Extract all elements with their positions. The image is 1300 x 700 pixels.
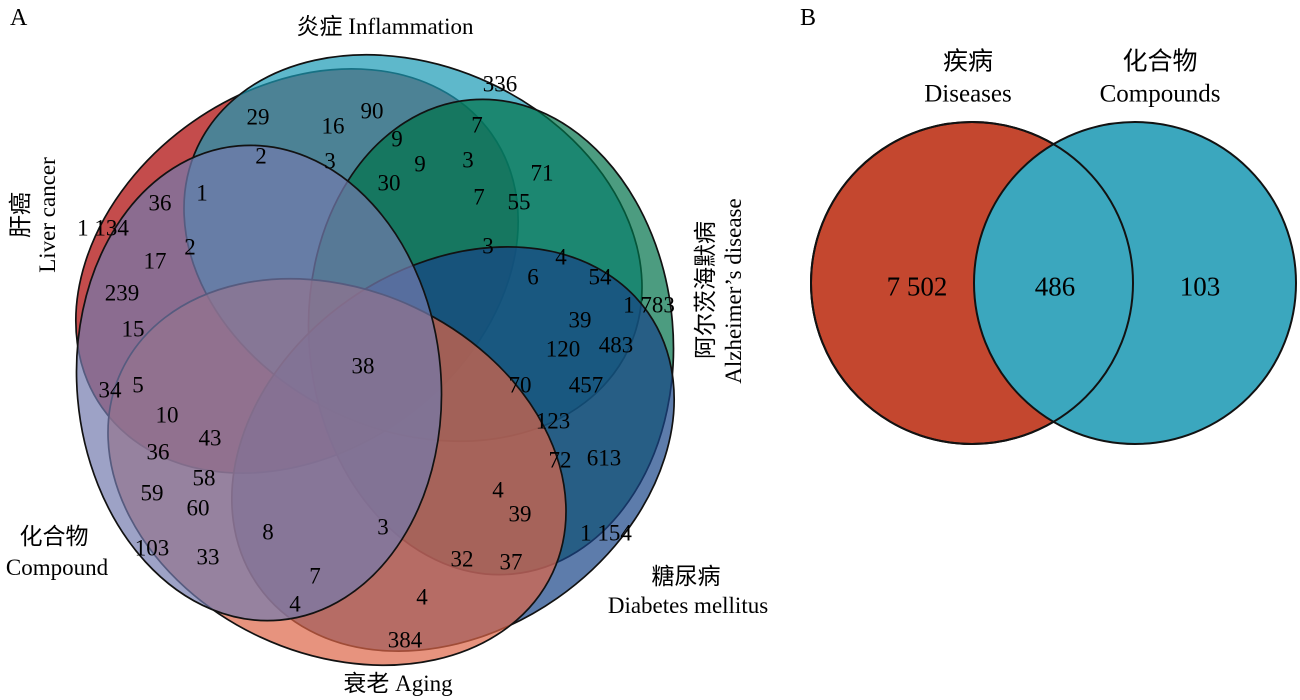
- b-set-label-compounds-zh: 化合物: [1122, 48, 1198, 76]
- set-label-inflammation: 炎症 Inflammation: [297, 14, 474, 40]
- venn-region-count: 59: [140, 480, 164, 506]
- venn-region-count: 613: [586, 445, 622, 471]
- set-label-alzheimer-en: Alzheimer’s disease: [720, 198, 746, 384]
- set-label-alzheimer-zh: 阿尔茨海默病: [692, 221, 718, 359]
- b-circle-compounds: [973, 121, 1297, 445]
- venn-region-count: 7: [471, 112, 483, 138]
- venn-region-count: 3: [324, 148, 336, 174]
- set-label-diabetes-zh: 糖尿病: [651, 563, 721, 589]
- set-label-liver-en: Liver cancer: [34, 157, 60, 273]
- venn-region-count: 29: [246, 104, 270, 130]
- set-label-diabetes-en: Diabetes mellitus: [607, 592, 769, 618]
- venn-region-count: 32: [450, 546, 474, 572]
- venn-region-count: 9: [391, 126, 403, 152]
- venn-region-count: 72: [548, 447, 572, 473]
- venn-region-count: 34: [98, 377, 122, 403]
- set-label-compound-zh: 化合物: [19, 523, 89, 549]
- venn-region-count: 10: [155, 402, 179, 428]
- venn-region-count: 71: [530, 160, 554, 186]
- venn-region-count: 1 783: [623, 292, 675, 318]
- venn-region-count: 36: [148, 190, 172, 216]
- venn-region-count: 7: [473, 184, 485, 210]
- venn-region-count: 30: [377, 170, 401, 196]
- b-set-label-compounds-en: Compounds: [1099, 80, 1221, 108]
- b-circle-diseases-outline: [810, 121, 1134, 445]
- venn-region-count: 33: [196, 544, 220, 570]
- venn-region-count: 6: [527, 264, 539, 290]
- venn-region-count: 55: [507, 189, 531, 215]
- venn-region-count: 1 154: [580, 520, 632, 546]
- b-set-label-diseases-en: Diseases: [924, 80, 1012, 108]
- venn-region-count: 16: [321, 113, 345, 139]
- venn-region-count: 336: [482, 71, 518, 97]
- venn-region-count: 1: [196, 180, 208, 206]
- venn-region-count: 103: [134, 535, 170, 561]
- venn-region-count: 58: [192, 465, 216, 491]
- venn-region-count: 120: [545, 336, 581, 362]
- venn-region-count: 384: [387, 627, 423, 653]
- venn-region-count: 9: [414, 151, 426, 177]
- venn-region-count: 4: [289, 591, 301, 617]
- venn-region-count: 5: [132, 372, 144, 398]
- venn-region-count: 4: [492, 477, 504, 503]
- set-label-aging-en: Aging: [395, 670, 453, 696]
- set-label-compound-en: Compound: [5, 554, 109, 580]
- venn-region-count: 38: [351, 353, 375, 379]
- venn-region-count: 4: [555, 244, 567, 270]
- set-label-inflammation-zh: 炎症: [296, 13, 343, 39]
- venn-region-count: 43: [198, 425, 222, 451]
- venn-region-count: 3: [482, 233, 494, 259]
- venn-region-count: 1 134: [77, 215, 129, 241]
- venn-region-count: 2: [255, 143, 267, 169]
- b-count-intersection: 486: [1034, 271, 1076, 302]
- venn-region-count: 36: [146, 439, 170, 465]
- venn-region-count: 70: [508, 372, 532, 398]
- venn-region-count: 8: [262, 519, 274, 545]
- venn-region-count: 3: [462, 147, 474, 173]
- venn-region-count: 60: [186, 495, 210, 521]
- venn-region-count: 17: [143, 248, 167, 274]
- b-count-diseases-only: 7 502: [886, 271, 948, 302]
- venn-region-count: 239: [104, 280, 140, 306]
- venn-region-count: 483: [598, 332, 634, 358]
- venn-region-count: 54: [588, 264, 612, 290]
- b-count-compounds-only: 103: [1179, 271, 1221, 302]
- venn-region-count: 37: [499, 549, 523, 575]
- panel-b-label: B: [800, 5, 817, 31]
- b-set-label-diseases-zh: 疾病: [942, 48, 994, 76]
- venn-region-count: 39: [568, 307, 592, 333]
- set-label-aging: 衰老 Aging: [343, 671, 452, 697]
- venn-region-count: 3: [377, 514, 389, 540]
- panel-a-label: A: [10, 5, 28, 31]
- venn-region-count: 2: [184, 234, 196, 260]
- venn-region-count: 39: [508, 501, 532, 527]
- venn-region-count: 7: [309, 563, 321, 589]
- venn-region-count: 90: [360, 98, 384, 124]
- set-label-aging-zh: 衰老: [343, 670, 390, 696]
- venn-region-count: 457: [568, 372, 604, 398]
- venn-region-count: 123: [535, 408, 571, 434]
- venn-region-count: 4: [416, 584, 428, 610]
- set-label-inflammation-en: Inflammation: [348, 13, 474, 39]
- venn-region-count: 15: [121, 316, 145, 342]
- venn-ellipse-compound: [75, 144, 443, 622]
- set-label-liver-zh: 肝癌: [7, 192, 33, 238]
